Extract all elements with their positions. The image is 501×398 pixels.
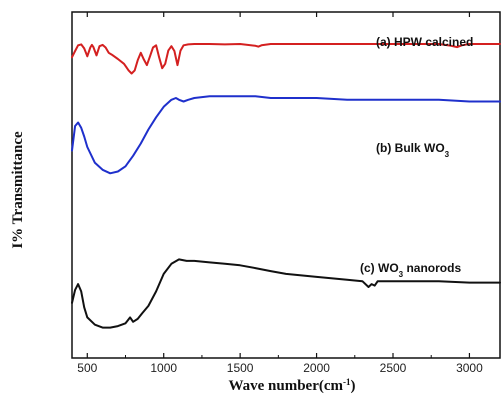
x-tick-label: 1500 — [227, 361, 254, 375]
spectrum-line-c — [71, 258, 501, 329]
series-label-a: (a) HPW calcined — [376, 35, 473, 49]
series-label-b: (b) Bulk WO3 — [376, 141, 450, 159]
plot-frame-border — [71, 11, 501, 359]
x-tick-label: 500 — [77, 361, 97, 375]
spectrum-line-a — [71, 43, 501, 75]
x-tick-label: 1000 — [150, 361, 177, 375]
x-axis-ticks: 500 1000 1500 2000 2500 3000 — [77, 12, 483, 375]
plot-area — [71, 11, 501, 359]
x-tick-label: 2000 — [303, 361, 330, 375]
x-tick-label: 3000 — [456, 361, 483, 375]
series-label-c: (c) WO3 nanorods — [360, 261, 461, 279]
spectra-curves — [71, 43, 501, 329]
series-labels: (a) HPW calcined (b) Bulk WO3 (c) WO3 nano… — [360, 35, 473, 279]
y-axis-label: I% Transmittance — [10, 131, 26, 249]
spectrum-line-b — [71, 95, 501, 175]
x-tick-label: 2500 — [380, 361, 407, 375]
x-axis-label: Wave number(cm-1) — [228, 377, 355, 394]
